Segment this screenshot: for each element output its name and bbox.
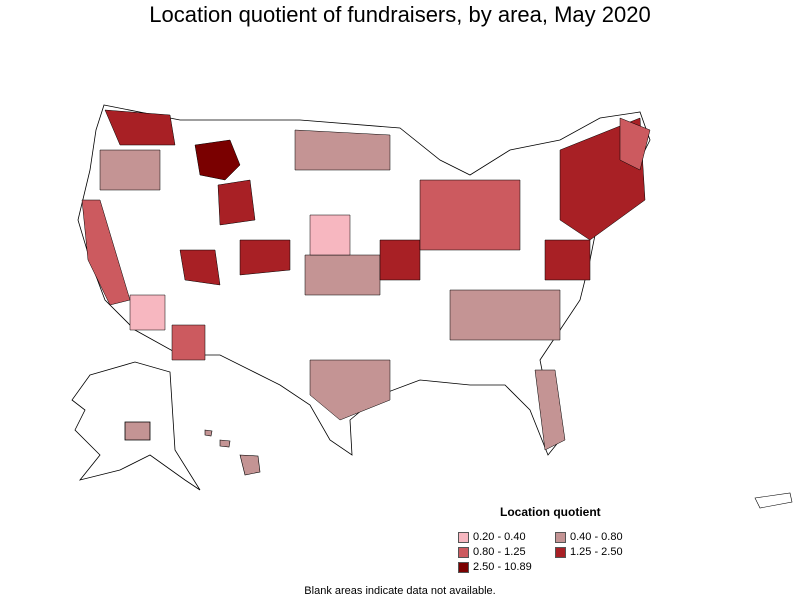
map-title: Location quotient of fundraisers, by are… xyxy=(149,2,651,27)
alaska xyxy=(71,361,201,491)
florida-region xyxy=(534,369,566,451)
wyoming-region xyxy=(217,179,256,226)
puerto-rico xyxy=(754,492,793,509)
hawaii-island-3 xyxy=(239,454,261,476)
hawaii-island-2 xyxy=(219,439,231,448)
hawaii xyxy=(204,429,261,476)
alaska-region xyxy=(124,421,151,441)
legend-title: Location quotient xyxy=(500,505,601,519)
midwest-region xyxy=(419,179,521,251)
new-mexico-region xyxy=(171,324,206,361)
nebraska-region xyxy=(309,214,351,256)
southeast-region xyxy=(449,289,561,341)
legend-swatch xyxy=(458,561,469,573)
footnote: Blank areas indicate data not available. xyxy=(304,585,496,597)
puerto-rico-outline xyxy=(754,492,793,509)
legend-swatch xyxy=(555,531,566,543)
legend-item-5: 2.50 - 10.89 xyxy=(458,561,532,573)
legend-label: 0.80 - 1.25 xyxy=(473,546,526,558)
legend-label: 1.25 - 2.50 xyxy=(570,546,623,558)
dakotas-region xyxy=(294,129,391,171)
utah-region xyxy=(179,249,221,286)
legend-swatch xyxy=(458,531,469,543)
washington-region xyxy=(104,109,176,146)
region-fills xyxy=(81,109,651,451)
texas-region xyxy=(309,359,391,421)
mid-atlantic-region xyxy=(544,239,591,281)
legend-label: 0.40 - 0.80 xyxy=(570,531,623,543)
legend-label: 2.50 - 10.89 xyxy=(473,561,532,573)
legend-label: 0.20 - 0.40 xyxy=(473,531,526,543)
california-region xyxy=(81,199,131,306)
missouri-region xyxy=(379,239,421,281)
colorado-region xyxy=(239,239,291,276)
legend-swatch xyxy=(458,546,469,558)
legend-item-3: 0.80 - 1.25 xyxy=(458,546,526,558)
arizona-region xyxy=(129,294,166,331)
legend-swatch xyxy=(555,546,566,558)
legend-item-2: 0.40 - 0.80 xyxy=(555,531,623,543)
maine-region xyxy=(619,117,651,171)
kansas-region xyxy=(304,254,381,296)
oregon-region xyxy=(99,149,161,191)
hawaii-island-1 xyxy=(204,429,213,437)
legend-item-4: 1.25 - 2.50 xyxy=(555,546,623,558)
idaho-region xyxy=(194,139,241,181)
legend-item-1: 0.20 - 0.40 xyxy=(458,531,526,543)
